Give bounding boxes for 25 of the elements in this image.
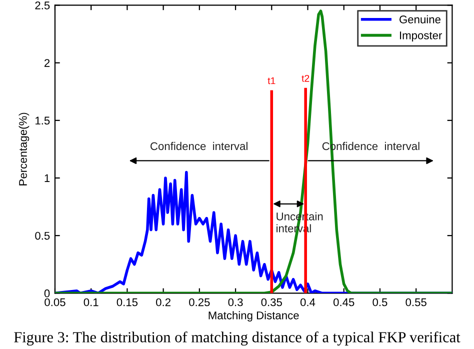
y-tick-label: 0 bbox=[44, 289, 50, 298]
y-tick-label: 1 bbox=[44, 174, 50, 182]
x-tick-label: 0.5 bbox=[372, 298, 388, 306]
x-tick-label: 0.15 bbox=[116, 298, 138, 306]
y-axis-title: Percentage(%) bbox=[18, 112, 30, 186]
x-tick-label: 0.1 bbox=[84, 298, 98, 306]
y-tick-label: 1.5 bbox=[36, 116, 50, 125]
annotation: Confidence interval bbox=[150, 142, 248, 150]
x-tick-label: 0.4 bbox=[300, 298, 316, 306]
x-tick-label: 0.55 bbox=[406, 298, 426, 306]
x-tick-label: 0.3 bbox=[228, 298, 243, 306]
y-tick-label: 2 bbox=[44, 59, 50, 67]
x-tick-label: 0.25 bbox=[189, 298, 210, 306]
caption: Figure 3: The distribution of matching distance of a typical FKP verificat bbox=[14, 331, 460, 346]
legend-label: Genuine bbox=[400, 15, 440, 24]
x-tick-label: 0.45 bbox=[333, 298, 354, 306]
x-tick-label: 0.05 bbox=[44, 298, 66, 306]
legend-label: Imposter bbox=[400, 32, 442, 42]
x-axis-title: Matching Distance bbox=[208, 311, 299, 322]
annotation: t1 bbox=[268, 77, 276, 84]
annotation: t2 bbox=[302, 74, 310, 82]
x-tick-label: 0.2 bbox=[156, 298, 170, 306]
y-tick-label: 2.5 bbox=[35, 2, 50, 10]
x-tick-label: 0.35 bbox=[261, 298, 282, 306]
y-tick-label: 0.5 bbox=[35, 232, 50, 240]
